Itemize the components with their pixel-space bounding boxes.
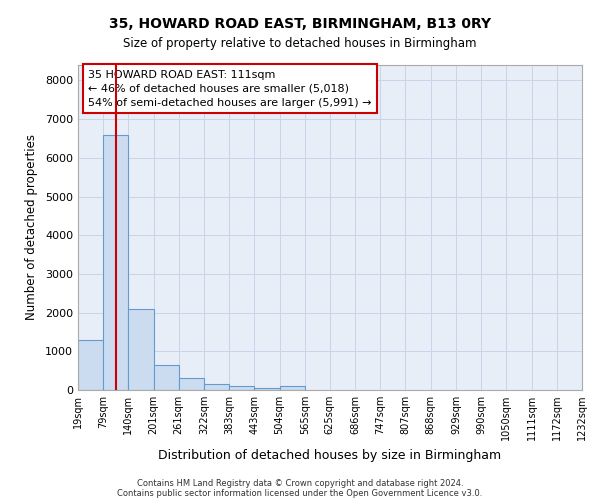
Bar: [128, 308, 154, 390]
Text: Contains HM Land Registry data © Crown copyright and database right 2024.: Contains HM Land Registry data © Crown c…: [137, 478, 463, 488]
Text: 35 HOWARD ROAD EAST: 111sqm
← 46% of detached houses are smaller (5,018)
54% of : 35 HOWARD ROAD EAST: 111sqm ← 46% of det…: [88, 70, 371, 108]
Bar: [103, 134, 128, 390]
X-axis label: Distribution of detached houses by size in Birmingham: Distribution of detached houses by size …: [158, 448, 502, 462]
Bar: [154, 365, 179, 390]
Bar: [280, 386, 305, 390]
Bar: [204, 384, 229, 390]
Bar: [179, 378, 204, 390]
Text: Size of property relative to detached houses in Birmingham: Size of property relative to detached ho…: [123, 38, 477, 51]
Bar: [78, 340, 103, 390]
Text: 35, HOWARD ROAD EAST, BIRMINGHAM, B13 0RY: 35, HOWARD ROAD EAST, BIRMINGHAM, B13 0R…: [109, 18, 491, 32]
Bar: [254, 388, 280, 390]
Text: Contains public sector information licensed under the Open Government Licence v3: Contains public sector information licen…: [118, 488, 482, 498]
Bar: [229, 386, 254, 390]
Y-axis label: Number of detached properties: Number of detached properties: [25, 134, 38, 320]
